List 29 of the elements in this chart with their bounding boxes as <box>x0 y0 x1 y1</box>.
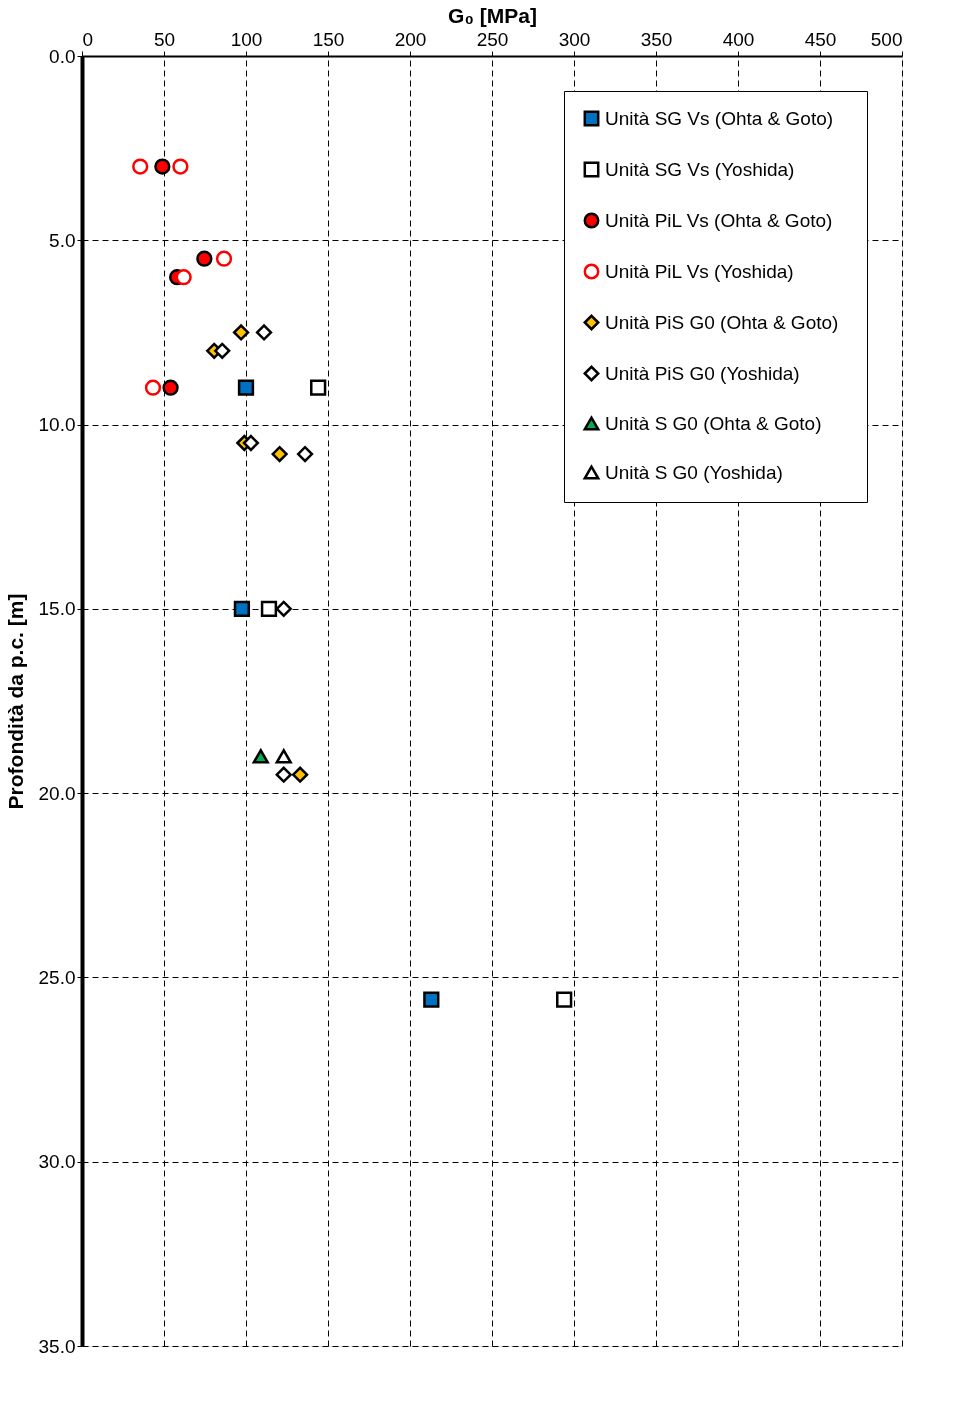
x-tick-label: 350 <box>640 28 673 50</box>
y-tick-label: 5.0 <box>49 229 76 251</box>
y-tick-label: 10.0 <box>38 414 76 436</box>
y-tick-label: 0.0 <box>49 45 76 67</box>
y-tick-label: 20.0 <box>38 782 76 804</box>
y-tick-label: 35.0 <box>38 1335 76 1357</box>
x-tick-label: 100 <box>230 28 263 50</box>
x-tick-label: 500 <box>870 28 903 50</box>
legend-label: Unità S G0 (Ohta & Goto) <box>605 412 822 434</box>
legend-label: Unità PiS G0 (Yoshida) <box>605 362 800 384</box>
y-axis-title: Profondità da p.c. [m] <box>3 593 27 810</box>
x-tick-label: 200 <box>394 28 427 50</box>
x-tick-label: 0 <box>82 28 94 50</box>
x-tick-label: 400 <box>722 28 755 50</box>
legend-label: Unità PiL Vs (Yoshida) <box>605 260 794 282</box>
legend-label: Unità SG Vs (Ohta & Goto) <box>605 107 834 129</box>
x-tick-label: 300 <box>558 28 591 50</box>
x-tick-label: 50 <box>153 28 176 50</box>
x-axis-title: G₀ [MPa] <box>448 3 537 27</box>
y-tick-label: 15.0 <box>38 598 76 620</box>
legend-label: Unità S G0 (Yoshida) <box>605 461 783 483</box>
legend-label: Unità PiL Vs (Ohta & Goto) <box>605 209 833 231</box>
x-tick-label: 250 <box>476 28 509 50</box>
x-tick-label: 150 <box>312 28 345 50</box>
legend-label: Unità PiS G0 (Ohta & Goto) <box>605 311 839 333</box>
y-tick-label: 30.0 <box>38 1151 76 1173</box>
y-tick-label: 25.0 <box>38 966 76 988</box>
x-tick-label: 450 <box>804 28 837 50</box>
legend-label: Unità SG Vs (Yoshida) <box>605 158 795 180</box>
